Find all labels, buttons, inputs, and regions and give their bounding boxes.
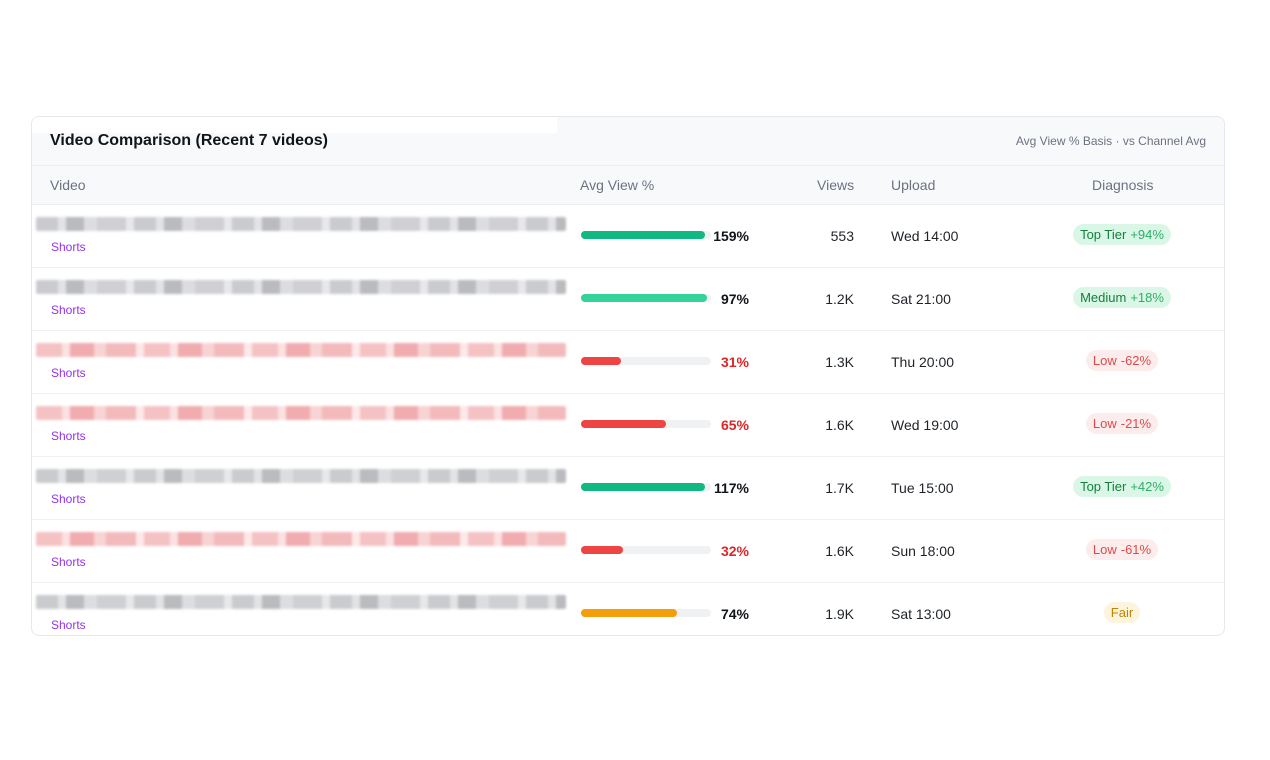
diagnosis-label: Low — [1092, 353, 1117, 368]
video-type-label: Shorts — [51, 492, 86, 506]
video-type-label: Shorts — [51, 555, 86, 569]
avg-view-bar-fill — [581, 357, 622, 365]
diagnosis-delta: +94% — [1130, 227, 1164, 242]
column-header-views[interactable]: Views — [817, 177, 855, 193]
video-type-label: Shorts — [51, 366, 86, 380]
card-title: Video Comparison (Recent 7 videos) — [50, 132, 328, 149]
video-title-redacted[interactable] — [36, 217, 566, 231]
diagnosis-badge: Medium +18% — [1073, 287, 1171, 308]
video-title-redacted[interactable] — [36, 406, 566, 420]
diagnosis-delta: +18% — [1130, 290, 1164, 305]
avg-view-percent: 31% — [720, 354, 749, 370]
video-title-redacted[interactable] — [36, 532, 566, 546]
avg-view-bar-track — [581, 420, 711, 428]
diagnosis-cell: Top Tier +42% — [1022, 476, 1222, 497]
card-subtitle: Avg View % Basis · vs Channel Avg — [1015, 134, 1206, 148]
table-row[interactable]: Shorts 31% 1.3K Thu 20:00 Low -62% — [32, 331, 1224, 394]
table-row[interactable]: Shorts 74% 1.9K Sat 13:00 Fair — [32, 583, 1224, 635]
video-type-label: Shorts — [51, 303, 86, 317]
avg-view-bar-track — [581, 294, 711, 302]
diagnosis-label: Low — [1092, 542, 1117, 557]
table-body: Shorts 159% 553 Wed 14:00 Top Tier +94% Shorts… — [32, 205, 1224, 635]
column-header-video[interactable]: Video — [50, 177, 86, 193]
upload-time: Tue 15:00 — [891, 480, 954, 496]
column-header-upload[interactable]: Upload — [891, 177, 936, 193]
upload-time: Thu 20:00 — [891, 354, 955, 370]
diagnosis-badge: Low -62% — [1085, 350, 1159, 371]
diagnosis-label: Low — [1092, 416, 1117, 431]
views-count: 1.6K — [825, 543, 854, 559]
avg-view-bar-track — [581, 546, 711, 554]
diagnosis-badge: Low -21% — [1085, 413, 1159, 434]
avg-view-bar-track — [581, 231, 711, 239]
diagnosis-badge: Top Tier +42% — [1073, 476, 1171, 497]
video-type-label: Shorts — [51, 240, 86, 254]
avg-view-bar-fill — [581, 420, 666, 428]
video-title-redacted[interactable] — [36, 469, 566, 483]
diagnosis-cell: Medium +18% — [1022, 287, 1222, 308]
upload-time: Sun 18:00 — [891, 543, 955, 559]
avg-view-percent: 32% — [720, 543, 749, 559]
diagnosis-cell: Low -21% — [1022, 413, 1222, 434]
diagnosis-badge: Low -61% — [1085, 539, 1159, 560]
video-type-label: Shorts — [51, 618, 86, 632]
diagnosis-label: Fair — [1110, 605, 1134, 620]
video-comparison-card: Video Comparison (Recent 7 videos) Avg V… — [31, 116, 1225, 636]
avg-view-percent: 74% — [720, 606, 749, 622]
video-title-redacted[interactable] — [36, 280, 566, 294]
diagnosis-delta: -61% — [1120, 542, 1152, 557]
avg-view-bar-fill — [581, 483, 705, 491]
avg-view-bar-track — [581, 357, 711, 365]
diagnosis-cell: Low -62% — [1022, 350, 1222, 371]
diagnosis-badge: Top Tier +94% — [1073, 224, 1171, 245]
diagnosis-label: Top Tier — [1080, 227, 1127, 242]
upload-time: Sat 21:00 — [891, 291, 951, 307]
avg-view-bar-track — [581, 609, 711, 617]
views-count: 1.9K — [825, 606, 854, 622]
avg-view-bar-fill — [581, 546, 623, 554]
video-title-redacted[interactable] — [36, 343, 566, 357]
avg-view-percent: 117% — [713, 480, 749, 496]
table-row[interactable]: Shorts 65% 1.6K Wed 19:00 Low -21% — [32, 394, 1224, 457]
table-row[interactable]: Shorts 159% 553 Wed 14:00 Top Tier +94% — [32, 205, 1224, 268]
column-header-diagnosis[interactable]: Diagnosis — [1092, 177, 1154, 193]
diagnosis-cell: Top Tier +94% — [1022, 224, 1222, 245]
diagnosis-label: Top Tier — [1080, 479, 1127, 494]
avg-view-bar-fill — [581, 294, 708, 302]
views-count: 1.7K — [825, 480, 854, 496]
diagnosis-badge: Fair — [1103, 602, 1141, 623]
avg-view-percent: 65% — [720, 417, 749, 433]
views-count: 1.2K — [825, 291, 854, 307]
diagnosis-cell: Low -61% — [1022, 539, 1222, 560]
table-header: Video Avg View % Views Upload Diagnosis — [32, 166, 1224, 205]
diagnosis-delta: -21% — [1120, 416, 1152, 431]
upload-time: Sat 13:00 — [891, 606, 951, 622]
diagnosis-delta: -62% — [1120, 353, 1152, 368]
video-type-label: Shorts — [51, 429, 86, 443]
video-title-redacted[interactable] — [36, 595, 566, 609]
avg-view-bar-fill — [581, 231, 705, 239]
views-count: 1.3K — [825, 354, 854, 370]
table-row[interactable]: Shorts 117% 1.7K Tue 15:00 Top Tier +42% — [32, 457, 1224, 520]
avg-view-bar-track — [581, 483, 711, 491]
table-row[interactable]: Shorts 97% 1.2K Sat 21:00 Medium +18% — [32, 268, 1224, 331]
diagnosis-cell: Fair — [1022, 602, 1222, 623]
avg-view-bar-fill — [581, 609, 678, 617]
upload-time: Wed 14:00 — [891, 228, 959, 244]
column-header-avg-view[interactable]: Avg View % — [580, 177, 655, 193]
card-header: Video Comparison (Recent 7 videos) Avg V… — [32, 117, 1224, 166]
upload-time: Wed 19:00 — [891, 417, 959, 433]
diagnosis-label: Medium — [1080, 290, 1127, 305]
header-mask — [32, 117, 557, 133]
views-count: 553 — [830, 228, 854, 244]
table-row[interactable]: Shorts 32% 1.6K Sun 18:00 Low -61% — [32, 520, 1224, 583]
views-count: 1.6K — [825, 417, 854, 433]
avg-view-percent: 97% — [720, 291, 749, 307]
diagnosis-delta: +42% — [1130, 479, 1164, 494]
avg-view-percent: 159% — [713, 228, 749, 244]
